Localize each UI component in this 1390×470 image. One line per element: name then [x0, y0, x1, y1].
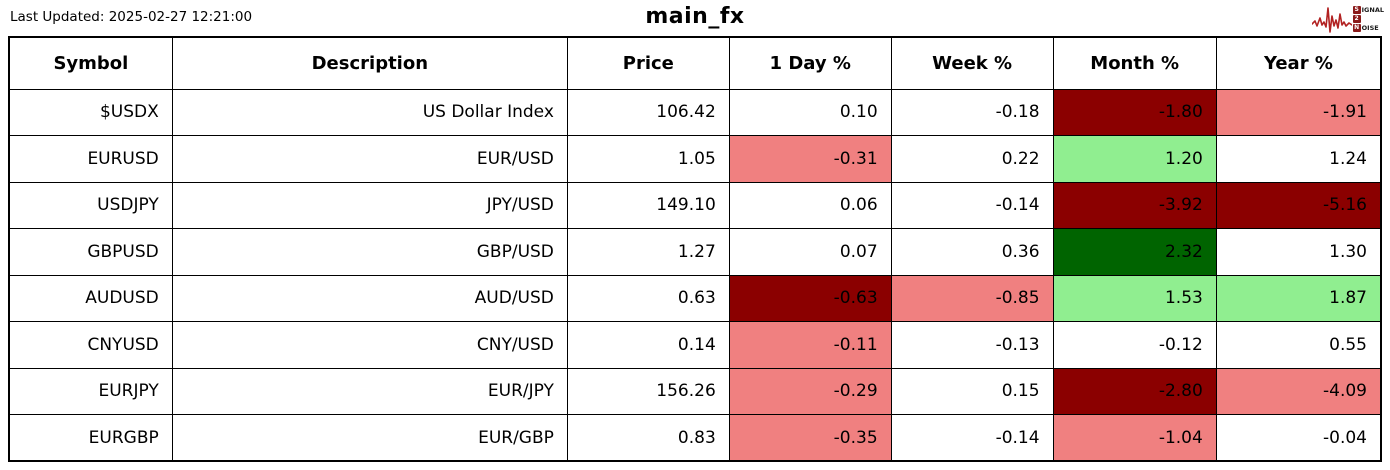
- cell-month: -2.80: [1052, 367, 1217, 415]
- cell-month: -1.80: [1052, 88, 1217, 136]
- table-row: AUDUSD AUD/USD 0.63 -0.63 -0.85 1.53 1.87: [8, 274, 1382, 322]
- column-header-description: Description: [171, 36, 568, 90]
- cell-day: 0.10: [728, 88, 892, 136]
- table-row: EURUSD EUR/USD 1.05 -0.31 0.22 1.20 1.24: [8, 135, 1382, 183]
- cell-price: 0.83: [566, 414, 730, 462]
- cell-month: -0.12: [1052, 321, 1217, 369]
- cell-month: -3.92: [1052, 181, 1217, 229]
- waveform-icon: [1311, 7, 1352, 33]
- cell-symbol: EURGBP: [8, 414, 173, 462]
- cell-symbol: $USDX: [8, 88, 173, 136]
- cell-day: -0.63: [728, 274, 892, 322]
- cell-week: -0.14: [890, 181, 1054, 229]
- cell-week: 0.15: [890, 367, 1054, 415]
- fx-table-body: $USDX US Dollar Index 106.42 0.10 -0.18 -1.80…: [8, 88, 1382, 462]
- cell-day: -0.29: [728, 367, 892, 415]
- cell-year: -4.09: [1215, 367, 1382, 415]
- cell-price: 1.27: [566, 228, 730, 276]
- cell-day: 0.07: [728, 228, 892, 276]
- cell-description: EUR/JPY: [171, 367, 568, 415]
- column-header-1-day: 1 Day %: [728, 36, 892, 90]
- cell-week: 0.36: [890, 228, 1054, 276]
- cell-description: JPY/USD: [171, 181, 568, 229]
- cell-price: 149.10: [566, 181, 730, 229]
- cell-symbol: EURJPY: [8, 367, 173, 415]
- cell-year: 1.87: [1215, 274, 1382, 322]
- cell-description: GBP/USD: [171, 228, 568, 276]
- table-row: EURJPY EUR/JPY 156.26 -0.29 0.15 -2.80 -4.09: [8, 367, 1382, 415]
- cell-description: CNY/USD: [171, 321, 568, 369]
- cell-symbol: CNYUSD: [8, 321, 173, 369]
- column-header-month: Month %: [1052, 36, 1217, 90]
- fx-table: Symbol Description Price 1 Day % Week % Month…: [8, 36, 1382, 462]
- cell-month: 2.32: [1052, 228, 1217, 276]
- cell-description: EUR/GBP: [171, 414, 568, 462]
- cell-week: -0.85: [890, 274, 1054, 322]
- cell-symbol: USDJPY: [8, 181, 173, 229]
- column-header-year: Year %: [1215, 36, 1382, 90]
- table-row: $USDX US Dollar Index 106.42 0.10 -0.18 -1.80…: [8, 88, 1382, 136]
- cell-year: -1.91: [1215, 88, 1382, 136]
- logo-text: S IGNAL 2 N OISE: [1352, 6, 1384, 32]
- column-header-symbol: Symbol: [8, 36, 173, 90]
- cell-month: 1.53: [1052, 274, 1217, 322]
- table-row: EURGBP EUR/GBP 0.83 -0.35 -0.14 -1.04 -0.04: [8, 414, 1382, 462]
- cell-week: -0.14: [890, 414, 1054, 462]
- table-row: GBPUSD GBP/USD 1.27 0.07 0.36 2.32 1.30: [8, 228, 1382, 276]
- cell-price: 1.05: [566, 135, 730, 183]
- cell-symbol: EURUSD: [8, 135, 173, 183]
- cell-week: -0.18: [890, 88, 1054, 136]
- cell-day: -0.31: [728, 135, 892, 183]
- cell-year: -0.04: [1215, 414, 1382, 462]
- cell-year: 0.55: [1215, 321, 1382, 369]
- logo-letter-s: S: [1352, 6, 1361, 14]
- cell-price: 0.63: [566, 274, 730, 322]
- cell-description: US Dollar Index: [171, 88, 568, 136]
- cell-year: 1.30: [1215, 228, 1382, 276]
- table-row: USDJPY JPY/USD 149.10 0.06 -0.14 -3.92 -5.16: [8, 181, 1382, 229]
- cell-price: 0.14: [566, 321, 730, 369]
- table-row: CNYUSD CNY/USD 0.14 -0.11 -0.13 -0.12 0.55: [8, 321, 1382, 369]
- cell-week: -0.13: [890, 321, 1054, 369]
- cell-month: 1.20: [1052, 135, 1217, 183]
- cell-description: EUR/USD: [171, 135, 568, 183]
- cell-price: 156.26: [566, 367, 730, 415]
- cell-description: AUD/USD: [171, 274, 568, 322]
- cell-month: -1.04: [1052, 414, 1217, 462]
- column-header-week: Week %: [890, 36, 1054, 90]
- cell-day: 0.06: [728, 181, 892, 229]
- cell-year: -5.16: [1215, 181, 1382, 229]
- cell-week: 0.22: [890, 135, 1054, 183]
- last-updated-text: Last Updated: 2025-02-27 12:21:00: [10, 9, 253, 25]
- cell-day: -0.11: [728, 321, 892, 369]
- column-header-price: Price: [566, 36, 730, 90]
- cell-year: 1.24: [1215, 135, 1382, 183]
- cell-symbol: GBPUSD: [8, 228, 173, 276]
- page-title: main_fx: [645, 4, 745, 29]
- cell-price: 106.42: [566, 88, 730, 136]
- cell-symbol: AUDUSD: [8, 274, 173, 322]
- logo-letter-2: 2: [1352, 15, 1361, 23]
- cell-day: -0.35: [728, 414, 892, 462]
- signal2noise-logo: S IGNAL 2 N OISE: [1304, 2, 1384, 36]
- logo-letter-n: N: [1352, 24, 1361, 32]
- top-bar: Last Updated: 2025-02-27 12:21:00 main_f…: [0, 0, 1390, 36]
- header-row: Symbol Description Price 1 Day % Week % Month…: [8, 36, 1382, 90]
